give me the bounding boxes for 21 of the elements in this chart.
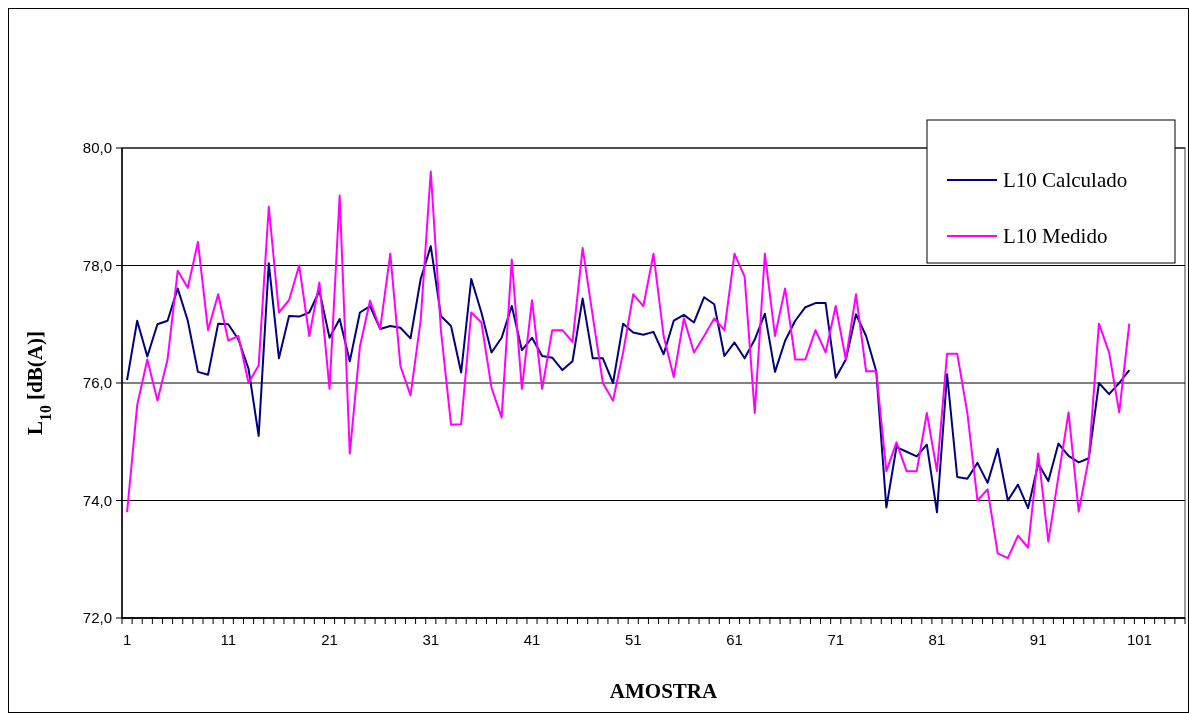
x-tick-label: 91 — [1029, 631, 1047, 648]
x-tick-label: 21 — [321, 631, 338, 648]
line-series — [126, 170, 1131, 560]
y-tick-label: 76,0 — [82, 374, 112, 392]
x-tick-label: 41 — [523, 631, 541, 648]
x-tick-label: 1 — [122, 631, 132, 648]
x-tick-label: 51 — [624, 631, 642, 648]
x-tick-label: 31 — [422, 631, 440, 648]
x-axis-title: AMOSTRA — [609, 679, 718, 703]
line-series — [126, 245, 1131, 514]
x-tick-label: 81 — [928, 631, 946, 648]
x-tick-label: 61 — [726, 631, 743, 648]
x-tick-label: 11 — [220, 631, 237, 648]
x-tick-label: 71 — [827, 631, 845, 648]
x-tick-label: 101 — [1126, 631, 1152, 648]
y-tick-label: 72,0 — [82, 609, 112, 627]
legend-label: L10 Medido — [1003, 224, 1108, 249]
legend-label: L10 Calculado — [1003, 168, 1128, 193]
y-tick-label: 78,0 — [82, 256, 112, 274]
y-tick-label: 74,0 — [82, 491, 112, 509]
y-tick-label: 80,0 — [82, 139, 112, 157]
